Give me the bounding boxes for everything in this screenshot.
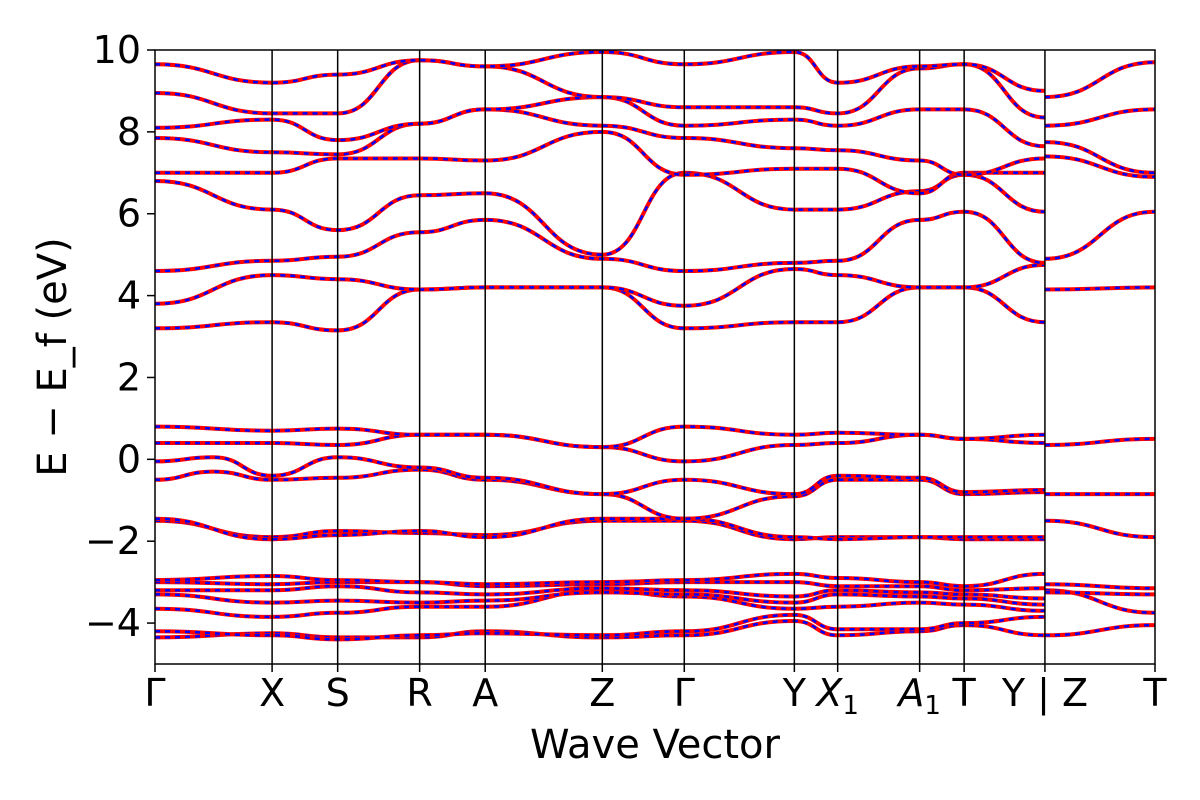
y-tick-label-6: 8: [117, 110, 141, 154]
x-tick-label-12: T: [1142, 671, 1167, 715]
y-tick-label-1: −2: [85, 519, 141, 563]
band-line-red-34: [1044, 60, 1155, 100]
band-line-blue-6: [155, 572, 1045, 588]
band-line-blue-17: [155, 130, 1045, 195]
plot-frame: [154, 49, 1156, 665]
band-line-blue-29: [1044, 286, 1155, 291]
x-tick-label-4: A: [472, 671, 498, 715]
band-line-red-31: [1044, 154, 1155, 179]
band-line-blue-28: [1044, 437, 1155, 447]
y-tick-label-4: 4: [117, 274, 141, 318]
band-line-blue-3: [155, 591, 1045, 606]
band-line-red-32: [1044, 140, 1155, 175]
y-tick-label-7: 10: [93, 28, 141, 72]
band-line-red-22: [1044, 623, 1155, 638]
x-tick-label-11: Y | Z: [1001, 671, 1088, 716]
y-axis-label: E − E_f (eV): [30, 237, 76, 476]
y-tick-label-5: 6: [117, 192, 141, 236]
band-line-blue-21: [155, 50, 1045, 93]
band-line-red-18: [155, 107, 1045, 177]
x-tick-label-10: T: [952, 671, 977, 715]
bands-layer: [155, 50, 1155, 642]
band-line-blue-19: [155, 95, 1045, 148]
x-tick-label-3: R: [406, 671, 432, 715]
kpath-lines-layer: [271, 50, 1046, 664]
band-line-red-26: [1044, 518, 1155, 540]
band-line-blue-34: [1044, 61, 1155, 99]
x-tick-label-0: Γ: [144, 671, 165, 715]
band-line-red-17: [155, 129, 1045, 196]
y-ticks-layer: −4 −2 0 2 4 6 8 10: [85, 28, 155, 645]
band-line-blue-13: [155, 286, 1045, 332]
band-line-blue-15: [155, 210, 1045, 273]
y-tick-label-2: 0: [117, 437, 141, 481]
band-line-blue-18: [155, 108, 1045, 177]
band-line-blue-20: [155, 58, 1045, 119]
band-line-red-14: [155, 262, 1045, 308]
x-tick-label-9: A1: [895, 671, 941, 721]
x-tick-label-7: Y: [782, 671, 807, 715]
band-line-red-21: [155, 50, 1045, 93]
band-line-blue-25: [1044, 591, 1155, 596]
y-tick-label-0: −4: [85, 601, 141, 645]
x-tick-label-1: X: [259, 671, 285, 715]
y-tick-label-3: 2: [117, 355, 141, 399]
band-line-blue-10: [155, 456, 1045, 496]
x-tick-label-6: Γ: [674, 671, 695, 715]
band-line-red-16: [155, 170, 1045, 257]
band-line-blue-1: [155, 613, 1045, 641]
x-tick-label-8: X1: [814, 671, 859, 721]
x-tick-label-5: Z: [589, 671, 615, 715]
band-line-red-10: [155, 455, 1045, 497]
x-tick-label-2: S: [326, 671, 350, 715]
band-line-red-15: [155, 209, 1045, 274]
band-line-blue-4: [155, 584, 1045, 600]
band-line-blue-24: [1044, 582, 1155, 590]
x-axis-label: Wave Vector: [530, 722, 781, 768]
band-line-blue-30: [1044, 210, 1155, 261]
band-line-red-33: [1044, 107, 1155, 128]
